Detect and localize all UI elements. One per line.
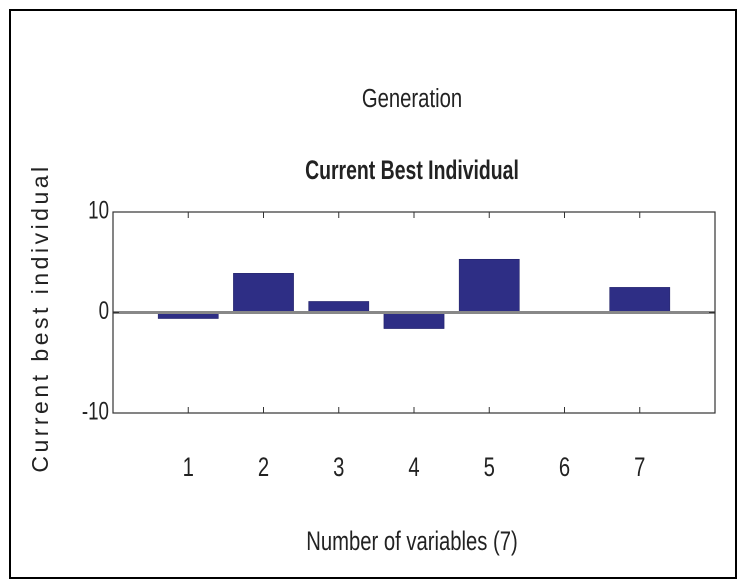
subtitle: Generation [362,83,462,112]
x-tick-label: 7 [634,452,645,483]
x-axis-label: Number of variables (7) [306,526,518,557]
x-tick-label: 3 [333,452,344,483]
bar [308,301,370,313]
x-tick-label: 4 [408,452,419,483]
bar [609,287,671,313]
y-axis-label: Current best individual [27,163,53,472]
y-tick-label: -10 [82,397,109,425]
bar [458,258,520,313]
y-tick-label: 10 [88,196,109,224]
x-tick-label: 6 [559,452,570,483]
x-tick-label: 5 [484,452,495,483]
bar [383,312,445,329]
bar [233,273,294,313]
x-tick-label: 2 [258,452,269,483]
x-tick-label: 1 [183,452,194,483]
y-tick-label: 0 [99,296,109,324]
chart-title: Current Best Individual [305,155,519,185]
